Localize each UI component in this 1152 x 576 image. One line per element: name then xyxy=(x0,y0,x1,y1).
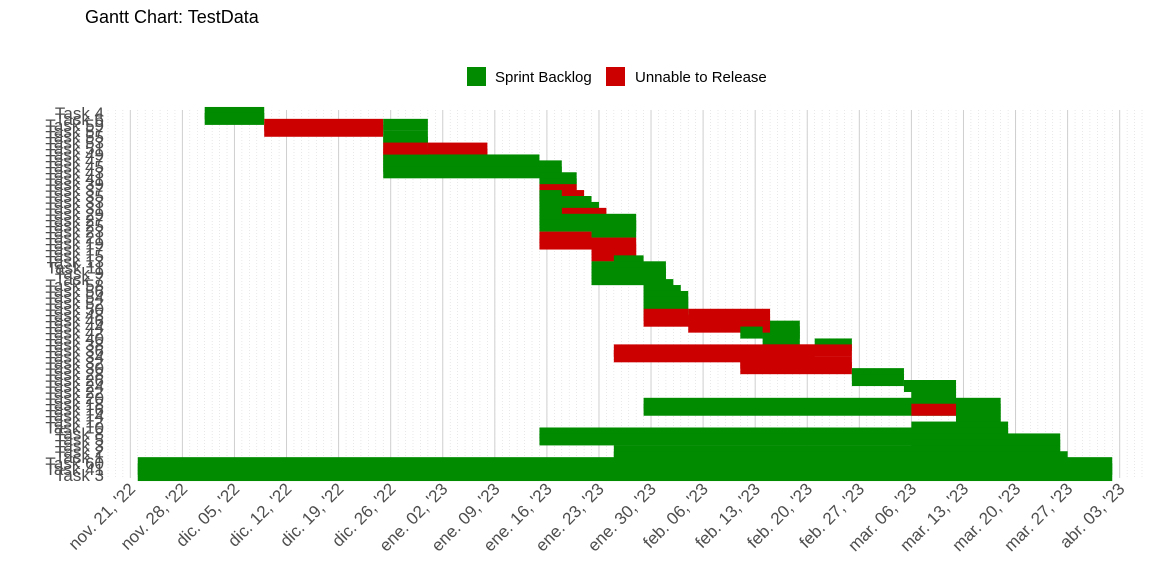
y-tick-label: Task 25 xyxy=(45,217,104,236)
y-tick-label: Task 46 xyxy=(45,312,104,331)
gantt-bar xyxy=(204,112,265,125)
gantt-bar xyxy=(740,362,852,375)
gantt-bar xyxy=(539,207,562,220)
y-tick-label: Task 41 xyxy=(45,169,104,188)
y-tick-label: Task 43 xyxy=(45,163,104,182)
y-tick-label: Task 15 xyxy=(45,246,104,265)
gantt-bar xyxy=(911,403,957,416)
y-tick-label: Task 28 xyxy=(45,365,104,384)
y-tick-label: Task 59 xyxy=(45,116,104,135)
y-tick-label: Task 26 xyxy=(45,371,104,390)
y-tick-label: Task 55 xyxy=(45,128,104,147)
y-tick-label: Task 47 xyxy=(45,151,104,170)
gantt-bar xyxy=(264,124,384,137)
legend-swatch-sprint-backlog xyxy=(467,67,486,86)
gantt-bar xyxy=(383,118,428,131)
y-tick-label: Task 49 xyxy=(45,146,104,165)
y-tick-label: Task 54 xyxy=(45,288,104,307)
y-tick-label: Task 14 xyxy=(45,407,104,426)
y-tick-label: Task 18 xyxy=(45,395,104,414)
y-tick-label: Task 22 xyxy=(45,383,104,402)
gridlines xyxy=(107,110,1143,478)
gantt-bar xyxy=(539,190,562,203)
y-tick-label: Task 41 xyxy=(45,460,104,479)
y-tick-label: Task 58 xyxy=(45,276,104,295)
y-tick-label: Task 34 xyxy=(45,347,104,366)
gantt-bar xyxy=(762,344,852,357)
gantt-bar xyxy=(740,326,763,339)
bars xyxy=(137,106,1113,482)
gantt-bar xyxy=(591,225,637,238)
y-tick-label: Task 5 xyxy=(55,430,104,449)
y-tick-label: Task 29 xyxy=(45,205,104,224)
y-tick-label: Task 20 xyxy=(45,389,104,408)
y-tick-label: Task 50 xyxy=(45,300,104,319)
y-tick-label: Task 4 xyxy=(55,104,104,123)
y-tick-label: Task 19 xyxy=(45,235,104,254)
gantt-bar xyxy=(643,308,689,321)
gantt-bar xyxy=(383,166,562,179)
y-tick-label: Task 23 xyxy=(45,223,104,242)
y-tick-label: Task 6 xyxy=(55,110,104,129)
plot-area xyxy=(107,106,1143,482)
y-tick-label: Task 52 xyxy=(45,294,104,313)
y-tick-label: Task 56 xyxy=(45,282,104,301)
y-tick-label: Task 51 xyxy=(45,140,104,159)
y-tick-label: Task 40 xyxy=(45,330,104,349)
y-tick-label: Task 8 xyxy=(55,424,104,443)
y-tick-label: Task 36 xyxy=(45,341,104,360)
legend-swatch-unnable-to-release xyxy=(606,67,625,86)
y-tick-label: Task 12 xyxy=(45,413,104,432)
y-tick-label: Task 3 xyxy=(55,466,104,485)
y-tick-label: Task 30 xyxy=(45,359,104,378)
y-tick-label: Task 11 xyxy=(47,258,104,277)
y-tick-label: Task 9 xyxy=(55,264,104,283)
y-tick-label: Task 31 xyxy=(45,199,104,218)
legend-label-sprint-backlog: Sprint Backlog xyxy=(495,69,592,86)
y-tick-label: Task 21 xyxy=(45,229,104,248)
y-tick-label: Task 3 xyxy=(55,436,104,455)
gantt-bar xyxy=(137,469,1113,482)
y-tick-label: Task 53 xyxy=(45,134,104,153)
y-tick-label: Task 60 xyxy=(45,454,104,473)
y-tick-label: Task 7 xyxy=(55,270,104,289)
y-tick-label: Task 35 xyxy=(45,187,104,206)
y-tick-label: Task 24 xyxy=(45,377,104,396)
y-tick-label: Task 32 xyxy=(45,353,104,372)
legend: Sprint Backlog Unnable to Release xyxy=(467,67,767,86)
y-tick-label: Task 42 xyxy=(45,324,104,343)
gantt-bar xyxy=(762,332,800,345)
y-tick-label: Task 33 xyxy=(45,193,104,212)
y-tick-label: Task 1 xyxy=(55,448,104,467)
y-tick-label: Task 39 xyxy=(45,175,104,194)
y-tick-label: Task 16 xyxy=(45,401,104,420)
y-tick-label: Task 38 xyxy=(45,335,104,354)
y-tick-label: Task 57 xyxy=(45,122,104,141)
y-tick-label: Task 17 xyxy=(45,240,104,259)
y-tick-label: Task 48 xyxy=(45,306,104,325)
y-tick-label: Task 27 xyxy=(45,211,104,230)
gantt-bar xyxy=(383,142,428,155)
chart-title: Gantt Chart: TestData xyxy=(85,7,260,27)
y-tick-label: Task 44 xyxy=(45,318,104,337)
gantt-bar xyxy=(851,374,904,387)
y-tick-label: Task 10 xyxy=(45,419,104,438)
y-tick-label: Task 37 xyxy=(45,181,104,200)
y-tick-label: Task 45 xyxy=(45,157,104,176)
legend-label-unnable-to-release: Unnable to Release xyxy=(635,69,767,86)
y-tick-label: Task 2 xyxy=(55,442,104,461)
y-tick-label: Task 13 xyxy=(45,252,104,271)
